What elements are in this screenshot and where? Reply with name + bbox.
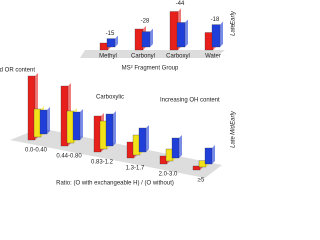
x-tick-label: 0.44-0.80 — [56, 154, 82, 160]
bar — [138, 127, 147, 153]
legend-label: Early — [231, 110, 237, 125]
bar-side — [185, 19, 188, 47]
legend-label: Mid — [231, 125, 237, 135]
x-tick-label: Carbonyl — [131, 54, 155, 60]
x-axis-label: MS² Fragment Group — [122, 66, 179, 72]
bar-side — [146, 125, 149, 152]
annotation: Increasing OH content — [160, 98, 220, 104]
legend-label: Late — [231, 24, 237, 36]
chart: Methyl -15 Carbonyl -28 Carboxyl -44 Water -18 E… — [0, 1, 237, 187]
x-tick-label: Carboxyl — [166, 54, 190, 60]
bar — [134, 28, 144, 51]
x-tick-label: 2.0-3.0 — [159, 172, 178, 178]
bar — [204, 32, 214, 51]
bar — [176, 22, 186, 48]
bar — [105, 113, 114, 147]
bar — [99, 42, 109, 51]
bar-side — [212, 145, 215, 164]
page: Methyl -15 Carbonyl -28 Carboxyl -44 Water -18 E… — [0, 1, 237, 187]
change-label: -28 — [141, 19, 150, 25]
bar — [171, 137, 180, 159]
bar — [204, 147, 213, 165]
bar — [106, 38, 116, 48]
x-tick-label: 0.83-1.2 — [91, 160, 114, 166]
top-floor — [80, 50, 225, 58]
bar-side — [150, 28, 153, 47]
legend-label: Late — [231, 136, 237, 148]
x-tick-label: ≥5 — [198, 178, 205, 184]
change-label: -44 — [176, 1, 185, 7]
x-tick-label: Water — [205, 54, 221, 60]
bar-side — [47, 107, 50, 134]
annotation: Increasing C=O and OR content — [0, 68, 35, 74]
change-label: -15 — [106, 31, 115, 37]
x-tick-label: 0.0-0.40 — [25, 148, 48, 154]
bar-side — [80, 109, 83, 140]
x-tick-label: Methyl — [99, 54, 117, 60]
annotation: Carboxylic — [96, 95, 124, 101]
bar-side — [113, 111, 116, 146]
bar-side — [115, 35, 118, 47]
bar — [211, 24, 221, 48]
x-tick-label: 1.3-1.7 — [126, 166, 145, 172]
bar — [72, 111, 81, 141]
bar-side — [220, 21, 223, 47]
legend-label: Early — [231, 10, 237, 25]
bar — [39, 109, 48, 135]
change-label: -18 — [211, 17, 220, 23]
bar-side — [179, 135, 182, 158]
x-axis-label: Ratio: (O with exchangeable H) / (O with… — [56, 181, 174, 187]
bar — [169, 11, 179, 51]
bar — [141, 31, 151, 48]
